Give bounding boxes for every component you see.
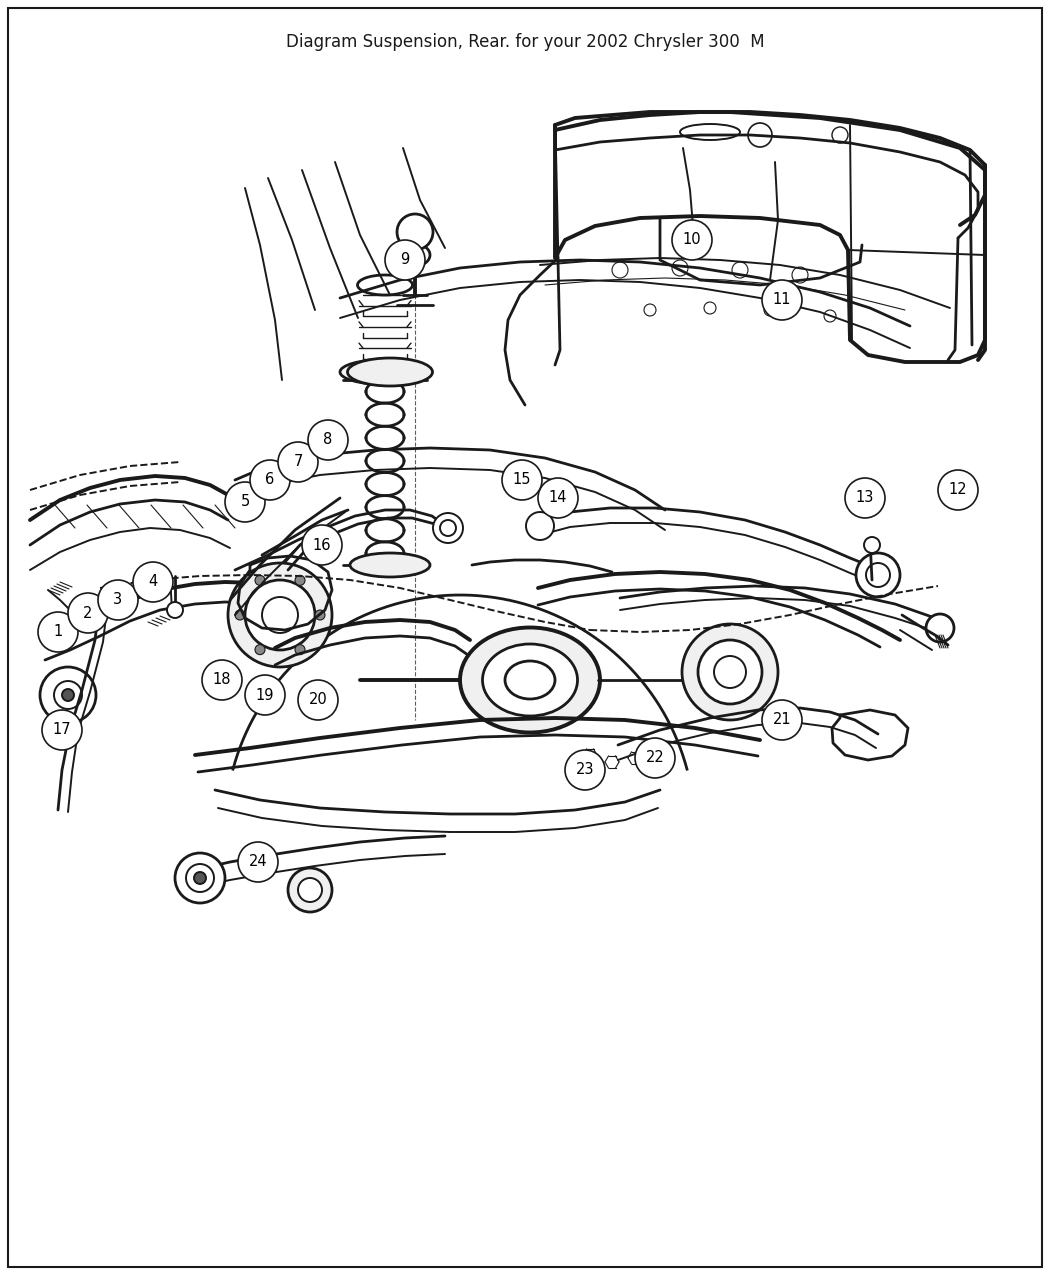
Circle shape (68, 593, 108, 632)
Circle shape (194, 872, 206, 884)
Ellipse shape (350, 553, 430, 578)
Text: 14: 14 (549, 491, 567, 505)
Text: 2: 2 (83, 606, 92, 621)
Circle shape (845, 478, 885, 518)
Circle shape (308, 419, 348, 460)
Circle shape (245, 580, 315, 650)
Circle shape (288, 868, 332, 912)
Circle shape (698, 640, 762, 704)
Circle shape (762, 280, 802, 320)
Text: 22: 22 (646, 751, 665, 765)
Text: 4: 4 (148, 575, 158, 589)
Circle shape (245, 674, 285, 715)
Text: 9: 9 (400, 252, 410, 268)
Ellipse shape (340, 360, 430, 385)
Ellipse shape (400, 244, 430, 266)
Circle shape (682, 623, 778, 720)
Circle shape (295, 575, 304, 585)
Circle shape (98, 580, 138, 620)
Text: 1: 1 (54, 625, 63, 640)
Circle shape (526, 513, 554, 541)
Circle shape (385, 240, 425, 280)
Circle shape (565, 750, 605, 790)
Text: 24: 24 (249, 854, 268, 870)
Circle shape (202, 660, 242, 700)
Text: 7: 7 (293, 454, 302, 469)
Text: 15: 15 (512, 473, 531, 487)
Circle shape (672, 221, 712, 260)
Text: Diagram Suspension, Rear. for your 2002 Chrysler 300  M: Diagram Suspension, Rear. for your 2002 … (286, 33, 764, 51)
Circle shape (315, 609, 326, 620)
Circle shape (278, 442, 318, 482)
Text: 16: 16 (313, 538, 331, 552)
Circle shape (762, 700, 802, 739)
Circle shape (856, 553, 900, 597)
Circle shape (42, 710, 82, 750)
Circle shape (397, 214, 433, 250)
Text: 20: 20 (309, 692, 328, 708)
Circle shape (40, 667, 96, 723)
Text: 6: 6 (266, 473, 275, 487)
Circle shape (175, 853, 225, 903)
Circle shape (295, 645, 304, 654)
Circle shape (186, 864, 214, 892)
Circle shape (302, 525, 342, 565)
Circle shape (298, 680, 338, 720)
Circle shape (62, 688, 74, 701)
Text: 18: 18 (213, 672, 231, 687)
Text: 8: 8 (323, 432, 333, 448)
Text: 21: 21 (773, 713, 792, 728)
Ellipse shape (348, 358, 433, 386)
Circle shape (938, 470, 978, 510)
Circle shape (502, 460, 542, 500)
Circle shape (235, 609, 245, 620)
Circle shape (433, 513, 463, 543)
Text: 17: 17 (52, 723, 71, 737)
Circle shape (298, 878, 322, 901)
Text: 23: 23 (575, 762, 594, 778)
Ellipse shape (505, 660, 555, 699)
Circle shape (250, 460, 290, 500)
Circle shape (225, 482, 265, 521)
Circle shape (635, 738, 675, 778)
Text: 13: 13 (856, 491, 875, 505)
Ellipse shape (483, 644, 578, 717)
Circle shape (238, 842, 278, 882)
Circle shape (255, 645, 265, 654)
Circle shape (133, 562, 173, 602)
Text: 3: 3 (113, 593, 123, 607)
Ellipse shape (460, 627, 600, 733)
Text: 11: 11 (773, 292, 792, 307)
Circle shape (538, 478, 578, 518)
Circle shape (38, 612, 78, 652)
Circle shape (255, 575, 265, 585)
Circle shape (926, 615, 954, 643)
Circle shape (228, 564, 332, 667)
Circle shape (864, 537, 880, 553)
Text: 12: 12 (949, 482, 967, 497)
Circle shape (54, 681, 82, 709)
Text: 19: 19 (256, 687, 274, 703)
Text: 5: 5 (240, 495, 250, 510)
Circle shape (167, 602, 183, 618)
Text: 10: 10 (682, 232, 701, 247)
